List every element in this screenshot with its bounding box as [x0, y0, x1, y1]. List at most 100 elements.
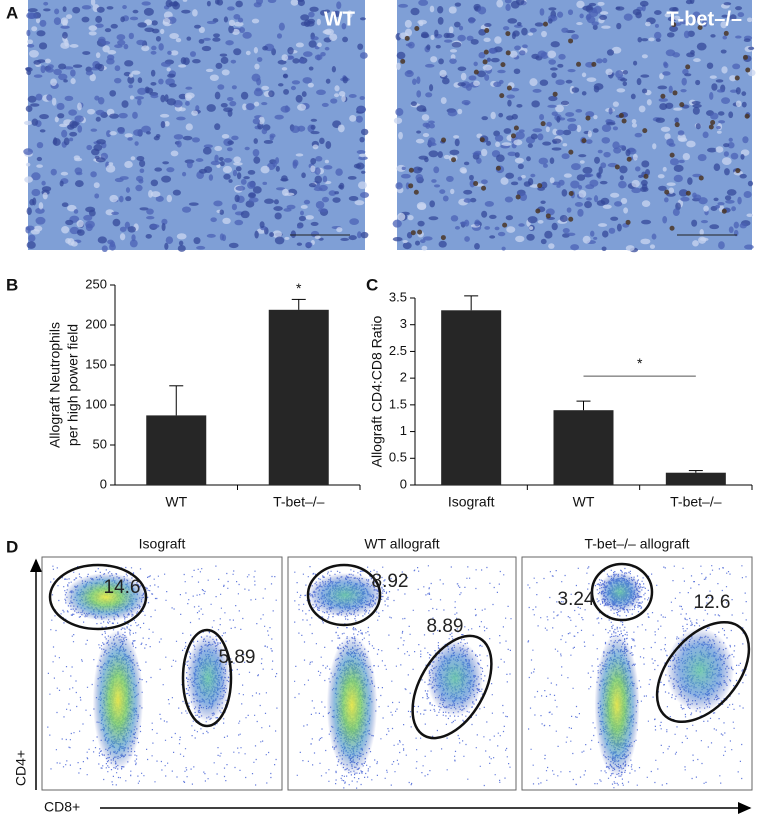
cell: [252, 118, 261, 125]
cell: [347, 175, 357, 180]
stained-cell: [537, 183, 543, 189]
cell: [128, 84, 133, 89]
cell: [95, 109, 105, 116]
cell: [35, 207, 45, 214]
cell: [666, 32, 675, 38]
cell: [45, 67, 54, 73]
cell: [463, 189, 473, 195]
cell: [463, 161, 470, 166]
cell: [76, 220, 84, 228]
cell: [550, 67, 558, 71]
cell: [521, 27, 528, 36]
micrograph: [392, 0, 756, 253]
micrograph-label: WT: [324, 8, 355, 30]
cell: [361, 170, 366, 174]
cell: [415, 138, 425, 144]
cell: [692, 240, 699, 247]
cell: [669, 7, 678, 12]
y-axis-label: per high power field: [65, 324, 81, 446]
stained-cell: [495, 165, 501, 171]
cell: [330, 98, 338, 104]
cell: [539, 8, 545, 16]
cell: [290, 85, 296, 91]
cell: [392, 237, 403, 242]
cell: [597, 149, 603, 154]
cell: [308, 40, 317, 48]
x-axis-label: CD8+: [44, 799, 80, 815]
cell: [735, 35, 742, 39]
cell: [721, 14, 729, 18]
cell: [253, 101, 260, 107]
stained-cell: [414, 25, 420, 31]
stained-cell: [685, 190, 691, 196]
cell: [437, 17, 444, 25]
cell: [159, 113, 170, 118]
cell: [101, 245, 108, 253]
cell: [135, 184, 143, 192]
cell: [213, 200, 223, 207]
cell: [320, 51, 326, 57]
cell: [127, 76, 135, 84]
cell: [56, 102, 65, 110]
cell: [318, 208, 328, 213]
cell: [316, 89, 326, 96]
cell: [284, 105, 289, 113]
cell: [454, 2, 462, 7]
cell: [118, 112, 128, 119]
cell: [551, 72, 557, 79]
cell: [562, 227, 570, 234]
cell: [480, 148, 488, 157]
cell: [185, 94, 193, 101]
cell: [88, 25, 98, 31]
cell: [654, 23, 659, 28]
cell: [739, 173, 747, 179]
cell: [431, 179, 437, 183]
cell: [222, 217, 231, 225]
cell: [277, 59, 287, 65]
cell: [654, 10, 662, 15]
cell: [325, 140, 332, 149]
cell: [186, 36, 192, 41]
y-tick-label: 1.5: [389, 396, 407, 411]
cell: [682, 152, 691, 161]
cell: [341, 22, 347, 30]
cell: [566, 232, 576, 236]
stained-cell: [404, 35, 410, 41]
cell: [167, 50, 172, 55]
cell: [720, 21, 728, 29]
cell: [660, 126, 671, 132]
cell: [692, 103, 702, 108]
cell: [63, 137, 70, 146]
cell: [439, 189, 446, 194]
cell: [50, 78, 57, 86]
y-tick-label: 2.5: [389, 343, 407, 358]
cell: [551, 222, 558, 231]
cell: [582, 5, 593, 11]
cell: [489, 235, 496, 239]
cell: [234, 194, 240, 203]
cell: [218, 156, 224, 161]
cell: [119, 226, 127, 232]
cell: [74, 115, 84, 123]
cell: [223, 158, 233, 163]
cell: [425, 92, 433, 98]
cell: [662, 166, 667, 172]
cell: [25, 67, 32, 71]
cell: [27, 43, 35, 48]
cell: [548, 7, 557, 11]
stained-cell: [626, 156, 632, 162]
cell: [182, 171, 187, 177]
cell: [468, 17, 476, 24]
cell: [43, 8, 51, 12]
cell: [674, 117, 679, 123]
cell: [509, 50, 518, 58]
cell: [232, 169, 238, 177]
cell: [281, 67, 288, 71]
cell: [407, 214, 414, 221]
cell: [746, 213, 754, 217]
cell: [579, 13, 584, 19]
cell: [275, 187, 286, 191]
cell: [97, 97, 105, 105]
cell: [253, 2, 262, 8]
cell: [175, 37, 182, 43]
